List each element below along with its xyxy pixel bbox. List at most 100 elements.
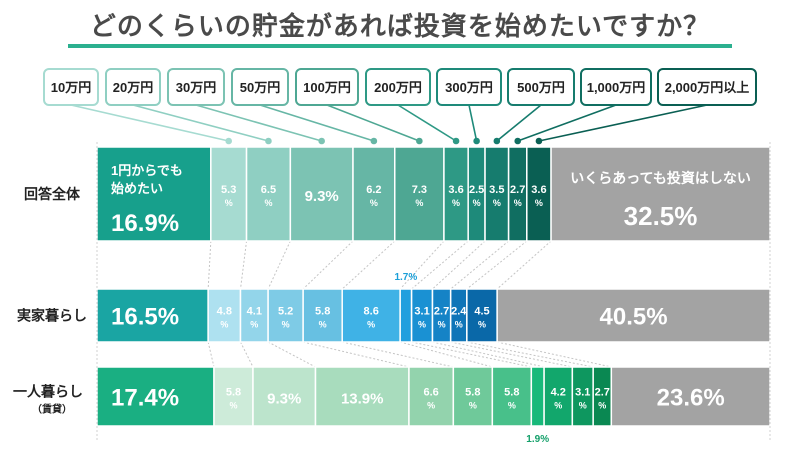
data-label: 9.3% — [267, 391, 301, 408]
legend-box — [657, 68, 757, 106]
data-label: 2.7 — [510, 184, 525, 196]
legend-box — [580, 68, 652, 106]
bar-segment — [526, 146, 552, 242]
data-label-outside: 1.7% — [394, 272, 417, 283]
data-label-unit: % — [493, 198, 501, 208]
data-label: 3.6 — [448, 184, 463, 196]
data-label: 6.5 — [261, 184, 276, 196]
legend-callout-dot — [514, 137, 522, 145]
bar-segment — [245, 146, 292, 242]
legend-label: 30万円 — [176, 80, 216, 95]
legend-callout-dot — [225, 137, 233, 145]
data-label: 7.3 — [412, 184, 427, 196]
data-label: 2.4 — [451, 306, 467, 318]
bar-segment — [352, 146, 396, 242]
legend-callout-line — [517, 104, 617, 142]
data-label-unit: % — [319, 320, 327, 330]
data-label-unit: % — [264, 198, 272, 208]
legend-item: 30万円 — [167, 68, 325, 145]
connector-line — [411, 240, 469, 290]
title-underline — [68, 44, 732, 48]
first-category-label: 始めたい — [111, 181, 163, 196]
data-label: 16.9% — [111, 210, 179, 237]
data-label-unit: % — [370, 198, 378, 208]
data-label-unit: % — [418, 320, 426, 330]
data-label: 32.5% — [624, 201, 698, 231]
data-label-unit: % — [579, 401, 587, 411]
connector-line — [341, 240, 396, 290]
data-label-unit: % — [282, 320, 290, 330]
connector-line — [239, 240, 248, 290]
legend-box — [507, 68, 575, 106]
row-label: 回答全体 — [24, 186, 81, 203]
data-label: 2.5 — [469, 184, 484, 196]
legend-item: 2,000万円以上 — [535, 68, 757, 145]
connector-line — [240, 341, 254, 368]
data-label: 23.6% — [657, 385, 725, 412]
legend-callout-line — [397, 104, 457, 142]
connector-line — [302, 240, 354, 290]
bar-segment — [530, 366, 545, 427]
data-label-unit: % — [473, 198, 481, 208]
bar-row — [96, 366, 771, 427]
data-label-unit: % — [508, 401, 516, 411]
data-label: 4.1 — [247, 306, 262, 318]
bar-segment — [394, 146, 445, 242]
legend-callout-dot — [452, 137, 460, 145]
legend-box — [365, 68, 431, 106]
data-label-unit: % — [598, 401, 606, 411]
bar-segment — [610, 366, 771, 427]
bar-segment — [302, 288, 343, 343]
data-label: 8.6 — [364, 306, 379, 318]
connector-line — [411, 341, 532, 368]
connector-line — [450, 341, 573, 368]
legend-box — [105, 68, 161, 106]
data-label: 5.8 — [226, 387, 241, 399]
data-label-unit: % — [514, 198, 522, 208]
data-label: 5.3 — [221, 184, 236, 196]
connector-line — [496, 240, 552, 290]
legend-label: 200万円 — [374, 80, 422, 95]
legend-callout-line — [70, 104, 229, 142]
legend-callout-dot — [416, 137, 423, 145]
data-label: 9.3% — [305, 188, 339, 205]
connector-line — [303, 341, 410, 368]
legend-label: 500万円 — [517, 80, 565, 95]
legend-label: 100万円 — [303, 80, 351, 95]
bar-segment — [289, 146, 354, 242]
row-label: 一人暮らし — [13, 384, 83, 401]
legend-callout-dot — [318, 137, 325, 145]
data-label-unit: % — [535, 198, 543, 208]
row-label: （賃貸） — [32, 403, 72, 416]
legend-box — [231, 68, 289, 106]
data-label-unit: % — [469, 401, 477, 411]
legend-box — [436, 68, 502, 106]
legend-callout-line — [538, 104, 708, 142]
bar-segment — [550, 146, 771, 242]
legend-label: 300万円 — [445, 80, 493, 95]
data-label: 3.1 — [575, 387, 590, 399]
data-label: 2.7 — [434, 306, 449, 318]
data-label: 2.7 — [595, 387, 610, 399]
legend-callout-line — [195, 104, 322, 142]
bar-segment — [543, 366, 574, 427]
data-label: 13.9% — [341, 391, 384, 408]
connector-line — [267, 240, 291, 290]
first-category-label: 1円からでも — [111, 163, 183, 178]
data-label-unit: % — [452, 198, 460, 208]
connector-line — [450, 240, 509, 290]
data-label: 5.8 — [315, 306, 330, 318]
data-label-unit: % — [220, 320, 228, 330]
legend-item: 500万円 — [493, 68, 575, 145]
data-label: 3.5 — [489, 184, 504, 196]
legend-item: 200万円 — [365, 68, 460, 145]
data-label: 6.2 — [366, 184, 381, 196]
legend-label: 50万円 — [240, 80, 280, 95]
chart-title: どのくらいの貯金があれば投資を始めたいですか？ — [89, 12, 711, 42]
connector-line — [399, 240, 445, 290]
bar-segment — [491, 366, 533, 427]
data-label: 4.5 — [474, 306, 489, 318]
connector-line — [207, 341, 215, 368]
legend-callout-line — [496, 104, 542, 142]
